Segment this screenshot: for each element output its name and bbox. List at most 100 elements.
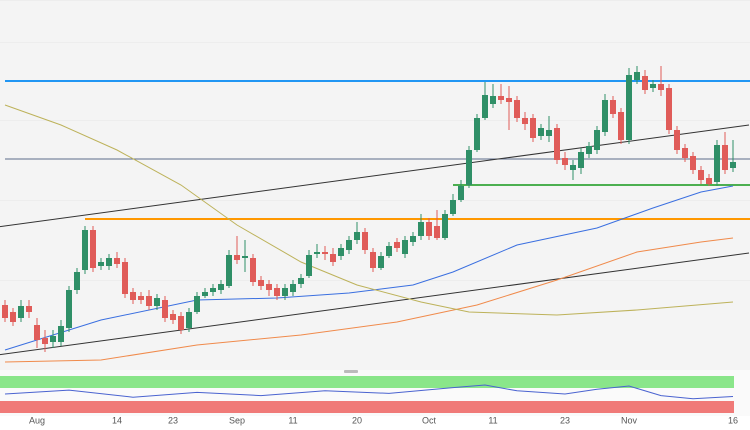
candle-body [202, 292, 208, 296]
candle-body [242, 256, 248, 258]
candle-body [58, 326, 64, 342]
candle-body [674, 130, 680, 150]
candle-body [722, 145, 728, 170]
candle-body [42, 338, 48, 344]
candle-body [122, 262, 128, 294]
candle-body [378, 256, 384, 268]
candle-body [474, 118, 480, 150]
candle-body [10, 312, 16, 322]
candle-body [226, 255, 232, 286]
candle-body [330, 254, 336, 262]
candle-body [482, 95, 488, 118]
candle-body [618, 112, 624, 140]
candle-body [458, 186, 464, 200]
candle-body [450, 200, 456, 214]
indicator-line [4, 384, 734, 400]
candle-body [434, 226, 440, 238]
candle-body [170, 314, 176, 320]
x-tick-label: 20 [352, 415, 362, 425]
candle-body [258, 280, 264, 286]
candle-body [162, 300, 168, 318]
candle-body [210, 288, 216, 292]
candle-body [410, 236, 416, 242]
x-tick-label: Nov [621, 415, 638, 425]
candle-body [666, 88, 672, 130]
candle-body [730, 162, 736, 168]
candle-body [154, 298, 160, 306]
candle-body [530, 118, 536, 138]
candle-body [130, 292, 136, 300]
candle-body [418, 222, 424, 236]
candle-body [138, 296, 144, 300]
candle-body [98, 262, 104, 266]
candle-body [602, 100, 608, 132]
band [0, 120, 750, 121]
candle-body [634, 72, 640, 80]
candle-body [562, 158, 568, 165]
candle-body [106, 258, 112, 266]
moving-average [4, 104, 734, 316]
trend-line [0, 124, 750, 228]
candle-body [2, 305, 8, 318]
candle-body [66, 290, 72, 328]
candle-body [554, 128, 560, 160]
candle-body [642, 76, 648, 90]
moving-average [4, 237, 734, 363]
candle-body [706, 178, 712, 184]
candle-body [514, 100, 520, 118]
candle-body [298, 278, 304, 284]
candle-body [146, 296, 152, 306]
x-tick-label: 16 [728, 415, 738, 425]
candle-body [570, 165, 576, 170]
band [0, 200, 750, 201]
candle-body [610, 100, 616, 114]
candle-body [274, 288, 280, 296]
candle-body [18, 306, 24, 318]
candle-body [586, 146, 592, 154]
x-tick-label: 23 [560, 415, 570, 425]
x-tick-label: Sep [229, 415, 245, 425]
candle-body [698, 170, 704, 180]
grid-bands [0, 0, 750, 281]
candle-body [546, 130, 552, 136]
x-tick-label: 14 [112, 415, 122, 425]
candle-body [394, 242, 400, 248]
x-tick-label: Oct [422, 415, 437, 425]
candle-body [186, 312, 192, 328]
candle-body [194, 296, 200, 312]
candle-body [466, 150, 472, 185]
candle-body [74, 272, 80, 290]
panel-handle [344, 370, 358, 373]
candle-body [402, 240, 408, 254]
candle-body [506, 98, 512, 102]
candle-body [658, 84, 664, 90]
candle-body [426, 222, 432, 236]
candle-body [650, 84, 656, 88]
trend-line [0, 252, 750, 356]
candle-body [90, 230, 96, 268]
candle-body [354, 232, 360, 240]
candle-body [538, 128, 544, 136]
candle-body [594, 130, 600, 150]
candle-body [370, 252, 376, 268]
oversold-zone [0, 401, 734, 413]
candle-body [234, 255, 240, 260]
candle-body [282, 288, 288, 296]
candle-body [178, 316, 184, 330]
candle-body [50, 336, 56, 342]
candle-body [578, 152, 584, 168]
band [0, 0, 750, 1]
candle-body [306, 255, 312, 276]
candle-body [266, 284, 272, 290]
candle-body [114, 258, 120, 264]
candle-body [338, 248, 344, 256]
candle-body [218, 284, 224, 290]
candle-body [714, 145, 720, 182]
candle-body [322, 252, 328, 254]
candle-body [442, 214, 448, 238]
overbought-zone [0, 376, 734, 388]
candle-body [362, 232, 368, 250]
candle-body [498, 96, 504, 100]
x-tick-label: 11 [488, 415, 497, 425]
